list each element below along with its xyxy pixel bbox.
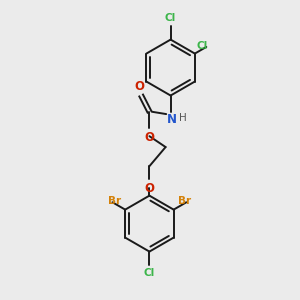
Text: Cl: Cl (165, 14, 176, 23)
Text: Br: Br (108, 196, 121, 206)
Text: Br: Br (178, 196, 191, 206)
Text: H: H (179, 113, 187, 123)
Text: O: O (144, 182, 154, 195)
Text: N: N (167, 113, 176, 126)
Text: O: O (144, 131, 154, 144)
Text: Cl: Cl (144, 268, 155, 278)
Text: Cl: Cl (197, 41, 208, 51)
Text: O: O (135, 80, 145, 93)
